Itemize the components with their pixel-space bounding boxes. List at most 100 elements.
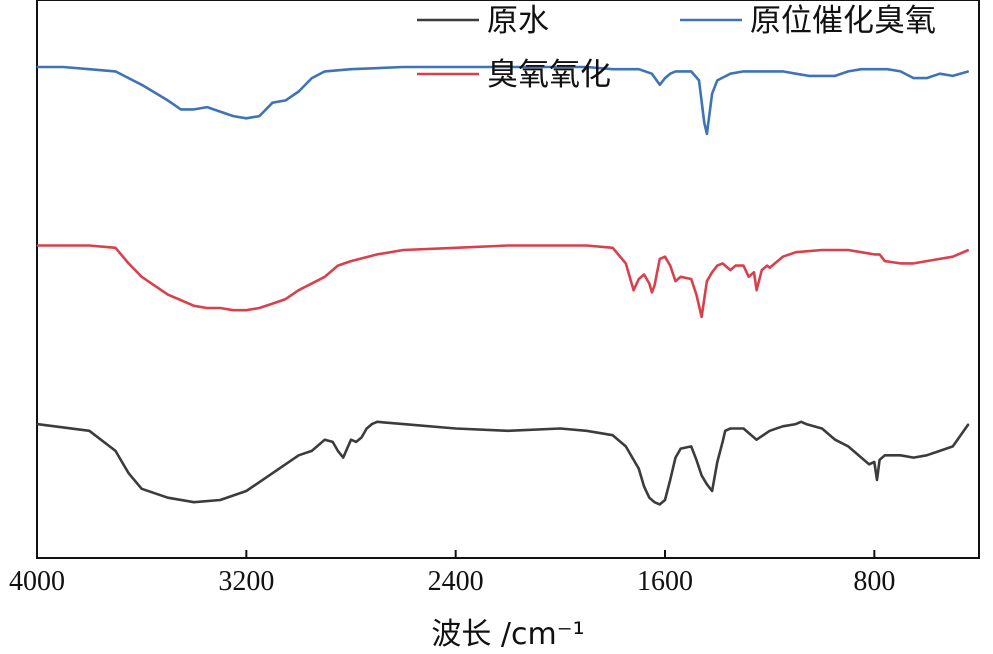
data-point [88,430,90,432]
data-point [926,454,928,456]
data-point [884,260,886,262]
data-point [402,249,404,251]
series-line-2 [37,65,969,136]
data-point [716,461,718,463]
data-point [967,423,970,425]
data-point [366,427,368,430]
data-point [612,68,614,70]
data-point [860,68,862,70]
data-point [695,294,698,296]
data-point [625,262,627,264]
data-point [967,70,970,72]
data-point [847,249,849,251]
data-point [337,265,339,267]
data-point [716,79,718,81]
data-point [834,249,836,251]
data-point [285,298,287,300]
data-point [612,247,614,249]
data-point [756,289,758,291]
data-point [834,439,836,441]
data-point [884,454,886,456]
data-point [193,305,195,307]
data-point [680,70,682,72]
data-point [742,265,745,267]
data-point [88,68,90,70]
data-point [769,430,771,432]
legend-item-1: 臭氧氧化 [417,57,611,93]
data-point [167,497,169,499]
data-point [350,68,352,70]
x-axis-ticks: 4000 3200 2400 1600 800 [9,550,895,597]
data-point [311,77,313,79]
series-layer [36,65,970,506]
data-point [651,73,653,75]
data-point [899,454,902,456]
data-point [926,260,928,262]
data-point [638,278,640,280]
data-point [455,427,457,430]
data-point [698,79,700,81]
data-point [507,244,509,247]
data-point [206,106,208,108]
data-point [821,249,823,251]
data-point [674,280,677,282]
legend-label: 臭氧氧化 [487,57,611,93]
x-tick-label: 3200 [218,566,274,597]
data-point [939,450,941,452]
data-point [847,70,849,72]
data-point [706,280,708,282]
data-point [659,84,661,86]
data-point [695,459,698,461]
data-point [952,445,954,447]
data-point [128,262,130,264]
data-point [62,66,64,68]
data-point [729,73,732,75]
data-point [258,307,260,309]
data-point [711,490,713,492]
data-point [585,244,588,247]
data-point [36,423,38,425]
data-point [742,70,745,72]
data-point [167,294,169,296]
data-point [337,450,339,452]
data-point [664,256,666,258]
data-point [128,472,130,474]
data-point [324,439,326,441]
data-point [507,430,509,432]
data-point [703,122,705,124]
data-point [298,289,300,291]
data-point [967,249,970,251]
series-0 [36,420,970,506]
data-point [669,265,671,267]
data-point [180,108,182,110]
data-point [298,90,300,93]
x-tick-label: 1600 [637,566,693,597]
data-point [141,488,143,490]
data-point [729,427,732,430]
data-point [873,68,875,70]
series-line-1 [37,244,970,319]
data-point [114,450,117,452]
data-point [633,289,635,291]
data-point [756,439,758,441]
data-point [455,66,457,68]
data-point [324,70,326,72]
data-point [879,253,881,255]
data-point [821,75,823,77]
data-point [795,423,797,425]
data-point [324,276,326,278]
data-point [141,84,143,86]
data-point [141,276,143,278]
data-point [716,265,718,267]
data-point [724,430,726,432]
data-point [711,93,713,95]
data-point [701,474,703,476]
data-point [821,427,823,430]
data-point [913,457,915,459]
data-point [795,251,797,253]
data-point [114,247,117,249]
data-point [360,436,363,439]
data-point [860,251,862,253]
data-point [674,70,677,72]
